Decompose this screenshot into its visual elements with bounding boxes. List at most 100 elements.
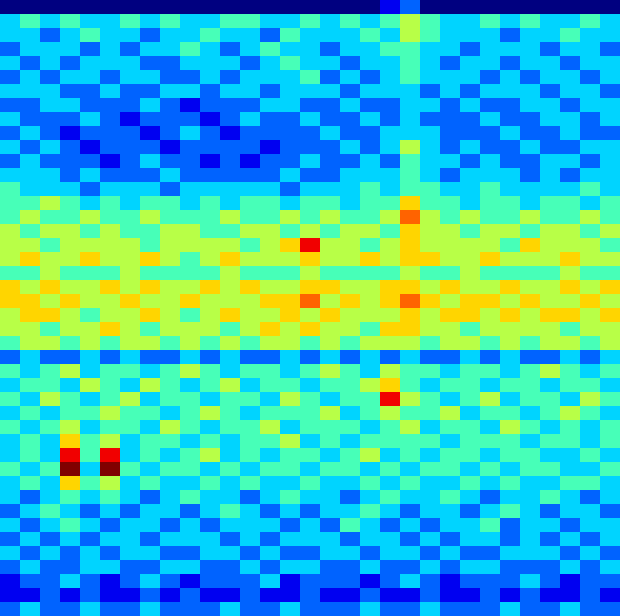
cell: [60, 574, 81, 589]
cell: [80, 252, 101, 267]
cell: [560, 168, 581, 183]
cell: [380, 574, 401, 589]
cell: [560, 448, 581, 463]
cell: [400, 84, 421, 99]
cell: [560, 504, 581, 519]
cell: [320, 42, 341, 57]
cell: [280, 210, 301, 225]
cell: [320, 476, 341, 491]
cell: [480, 140, 501, 155]
cell: [340, 350, 361, 365]
cell: [100, 350, 121, 365]
cell: [40, 280, 61, 295]
cell: [280, 56, 301, 71]
cell: [80, 182, 101, 197]
cell: [380, 140, 401, 155]
cell: [500, 532, 521, 547]
cell: [40, 434, 61, 449]
cell: [20, 98, 41, 113]
cell: [320, 588, 341, 603]
cell: [300, 602, 321, 616]
cell: [120, 476, 141, 491]
cell: [20, 56, 41, 71]
cell: [80, 28, 101, 43]
cell: [440, 280, 461, 295]
cell: [360, 168, 381, 183]
cell: [480, 0, 501, 15]
cell: [520, 42, 541, 57]
cell: [380, 238, 401, 253]
cell: [60, 196, 81, 211]
cell: [280, 70, 301, 85]
cell: [540, 336, 561, 351]
cell: [440, 196, 461, 211]
cell: [380, 392, 401, 407]
cell: [240, 224, 261, 239]
cell: [500, 294, 521, 309]
cell: [80, 140, 101, 155]
cell: [460, 266, 481, 281]
cell: [120, 308, 141, 323]
cell: [20, 0, 41, 15]
cell: [500, 238, 521, 253]
cell: [580, 154, 601, 169]
cell: [480, 434, 501, 449]
cell: [560, 0, 581, 15]
cell: [200, 154, 221, 169]
cell: [440, 14, 461, 29]
cell: [600, 490, 620, 505]
cell: [440, 574, 461, 589]
cell: [460, 420, 481, 435]
cell: [220, 322, 241, 337]
cell: [60, 378, 81, 393]
cell: [520, 434, 541, 449]
cell: [420, 266, 441, 281]
cell: [460, 364, 481, 379]
cell: [100, 238, 121, 253]
cell: [40, 476, 61, 491]
cell: [420, 406, 441, 421]
cell: [0, 378, 21, 393]
cell: [120, 112, 141, 127]
cell: [380, 434, 401, 449]
cell: [80, 574, 101, 589]
cell: [20, 280, 41, 295]
cell: [460, 588, 481, 603]
cell: [560, 378, 581, 393]
cell: [360, 406, 381, 421]
cell: [140, 378, 161, 393]
cell: [200, 238, 221, 253]
cell: [280, 560, 301, 575]
cell: [40, 70, 61, 85]
cell: [320, 308, 341, 323]
cell: [400, 560, 421, 575]
cell: [20, 70, 41, 85]
cell: [180, 14, 201, 29]
cell: [320, 546, 341, 561]
cell: [320, 532, 341, 547]
cell: [440, 98, 461, 113]
cell: [180, 28, 201, 43]
cell: [420, 70, 441, 85]
cell: [380, 504, 401, 519]
cell: [240, 280, 261, 295]
cell: [560, 546, 581, 561]
cell: [20, 210, 41, 225]
cell: [480, 28, 501, 43]
cell: [220, 364, 241, 379]
cell: [260, 336, 281, 351]
cell: [360, 252, 381, 267]
cell: [400, 252, 421, 267]
cell: [240, 182, 261, 197]
cell: [580, 238, 601, 253]
cell: [400, 126, 421, 141]
cell: [520, 140, 541, 155]
cell: [100, 252, 121, 267]
cell: [400, 574, 421, 589]
cell: [100, 70, 121, 85]
cell: [100, 392, 121, 407]
cell: [260, 154, 281, 169]
cell: [540, 518, 561, 533]
cell: [160, 154, 181, 169]
cell: [40, 98, 61, 113]
